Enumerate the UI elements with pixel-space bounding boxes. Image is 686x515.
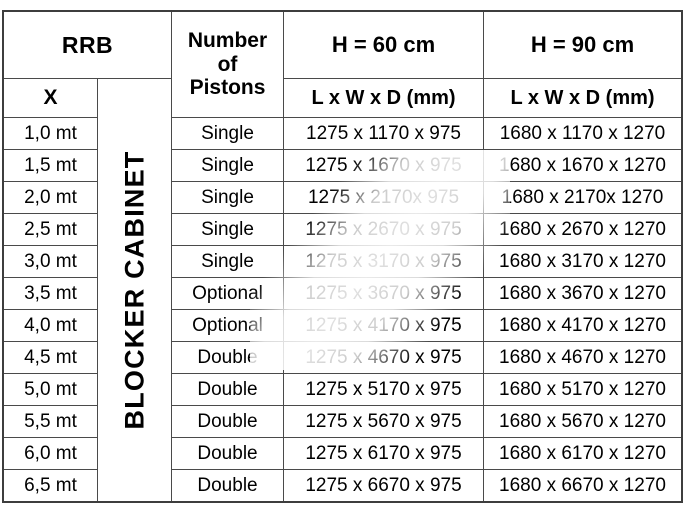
cell-x: 3,0 mt xyxy=(3,245,98,278)
header-dimensions-h60: L x W x D (mm) xyxy=(283,78,484,118)
cell-dim-h90: 1680 x 5670 x 1270 xyxy=(483,405,682,438)
cell-x: 5,0 mt xyxy=(3,373,98,406)
cell-x: 1,0 mt xyxy=(3,117,98,150)
cell-x: 6,5 mt xyxy=(3,469,98,502)
cell-dim-h60: 1275 x 4670 x 975 xyxy=(283,341,484,374)
cell-dim-h60: 1275 x 3170 x 975 xyxy=(283,245,484,278)
cell-dim-h90: 1680 x 4170 x 1270 xyxy=(483,309,682,342)
cell-dim-h60: 1275 x 3670 x 975 xyxy=(283,277,484,310)
cell-pistons: Single xyxy=(171,245,284,278)
cell-pistons: Optional xyxy=(171,277,284,310)
cell-dim-h60: 1275 x 6170 x 975 xyxy=(283,437,484,470)
cell-pistons: Optional xyxy=(171,309,284,342)
table-body: RRB Number of Pistons H = 60 cm H = 90 c… xyxy=(3,11,682,502)
table-row: 1,0 mt Single 1275 x 1170 x 975 1680 x 1… xyxy=(3,117,682,150)
cell-pistons: Double xyxy=(171,373,284,406)
cell-dim-h60: 1275 x 6670 x 975 xyxy=(283,469,484,502)
cell-dim-h90: 1680 x 6170 x 1270 xyxy=(483,437,682,470)
pistons-line-1: Number xyxy=(187,29,268,53)
cell-dim-h60: 1275 x 1170 x 975 xyxy=(283,117,484,150)
header-number-of-pistons: Number of Pistons xyxy=(171,11,284,118)
cell-x: 5,5 mt xyxy=(3,405,98,438)
cell-dim-h60: 1275 x 2170x 975 xyxy=(283,181,484,214)
cell-dim-h90: 1680 x 2670 x 1270 xyxy=(483,213,682,246)
cell-pistons: Double xyxy=(171,341,284,374)
cell-pistons: Single xyxy=(171,181,284,214)
header-height-60: H = 60 cm xyxy=(283,11,484,79)
cell-dim-h60: 1275 x 2670 x 975 xyxy=(283,213,484,246)
table-row: 5,5 mt Double 1275 x 5670 x 975 1680 x 5… xyxy=(3,405,682,438)
cell-pistons: Single xyxy=(171,149,284,182)
cell-x: 2,0 mt xyxy=(3,181,98,214)
cell-dim-h60: 1275 x 5170 x 975 xyxy=(283,373,484,406)
cell-pistons: Single xyxy=(171,117,284,150)
cell-dim-h60: 1275 x 5670 x 975 xyxy=(283,405,484,438)
cell-pistons: Double xyxy=(171,469,284,502)
cell-dim-h90: 1680 x 1170 x 1270 xyxy=(483,117,682,150)
table-row: 6,5 mt Double 1275 x 6670 x 975 1680 x 6… xyxy=(3,469,682,502)
pistons-line-3: Pistons xyxy=(189,76,266,100)
cell-dim-h60: 1275 x 1670 x 975 xyxy=(283,149,484,182)
cell-x: 2,5 mt xyxy=(3,213,98,246)
header-dimensions-h90: L x W x D (mm) xyxy=(483,78,682,118)
product-specification-table: RRB Number of Pistons H = 60 cm H = 90 c… xyxy=(2,10,683,503)
header-row-primary: RRB Number of Pistons H = 60 cm H = 90 c… xyxy=(3,11,682,118)
header-height-90: H = 90 cm xyxy=(483,11,682,79)
cell-dim-h90: 1680 x 6670 x 1270 xyxy=(483,469,682,502)
cell-pistons: Double xyxy=(171,437,284,470)
blocker-cabinet-text: BLOCKER CABINET xyxy=(119,150,149,430)
header-group-rrb: RRB xyxy=(3,11,172,79)
pistons-line-2: of xyxy=(217,52,238,76)
cell-dim-h90: 1680 x 2170x 1270 xyxy=(483,181,682,214)
cell-x: 6,0 mt xyxy=(3,437,98,470)
cell-pistons: Double xyxy=(171,405,284,438)
cell-x: 4,5 mt xyxy=(3,341,98,374)
cell-dim-h90: 1680 x 3170 x 1270 xyxy=(483,245,682,278)
cell-dim-h90: 1680 x 1670 x 1270 xyxy=(483,149,682,182)
cell-dim-h60: 1275 x 4170 x 975 xyxy=(283,309,484,342)
cell-x: 3,5 mt xyxy=(3,277,98,310)
cell-pistons: Single xyxy=(171,213,284,246)
cell-dim-h90: 1680 x 5170 x 1270 xyxy=(483,373,682,406)
cell-x: 1,5 mt xyxy=(3,149,98,182)
header-column-x: X xyxy=(3,78,98,118)
header-row-secondary: X BLOCKER CABINET L x W x D (mm) L x W x… xyxy=(3,78,682,502)
table-row: 5,0 mt Double 1275 x 5170 x 975 1680 x 5… xyxy=(3,373,682,406)
cell-x: 4,0 mt xyxy=(3,309,98,342)
cell-dim-h90: 1680 x 4670 x 1270 xyxy=(483,341,682,374)
vertical-label-blocker-cabinet: BLOCKER CABINET xyxy=(97,78,172,502)
cell-dim-h90: 1680 x 3670 x 1270 xyxy=(483,277,682,310)
